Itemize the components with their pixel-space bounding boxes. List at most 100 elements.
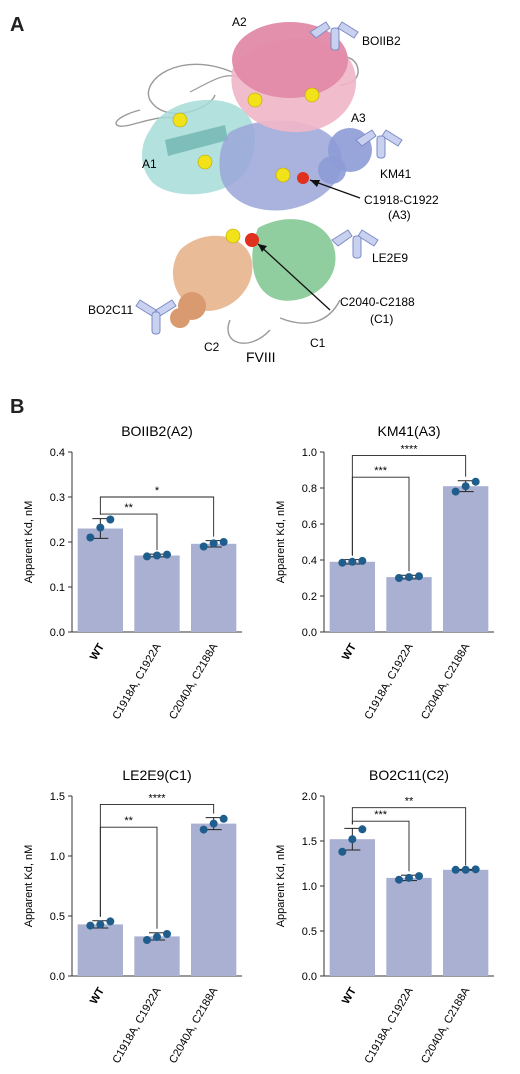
antibody-icon-bo2c11 [135,299,177,335]
y-tick-label: 1.0 [302,447,317,459]
bar [191,543,237,632]
antibody-icon-boiib2 [309,21,359,51]
arrow-c2040-c2188 [257,243,331,311]
antibody-icon-le2e9 [331,229,379,259]
x-tick-label-text: C1918A, C1922A [361,641,416,720]
y-tick-label: 1.5 [302,836,317,848]
x-tick-label-text: C2040A, C2188A [418,985,473,1064]
antibody-label-bo2c11: BO2C11 [88,303,133,317]
y-axis-label: Apparent Kd, nM [23,501,35,584]
x-tick-label-text: WT [340,985,359,1006]
y-tick-label: 0.2 [302,591,317,603]
loop-strand [279,299,341,324]
data-point [338,847,347,856]
chart-title: BO2C11(C2) [369,767,449,783]
y-tick-label: 0.0 [50,627,65,639]
data-point [209,819,218,828]
chart-le2e9: LE2E9(C1) Apparent Kd, nM 0.0 0.5 1.0 1.5 WTA3… [23,767,242,1064]
panel-a-letter: A [10,14,25,36]
y-axis-label: Apparent Kd, nM [275,845,287,928]
data-point [106,917,115,926]
data-point [348,557,357,566]
x-tick-label-text: C2040A, C2188A [166,641,221,720]
chart-boiib2: BOIIB2(A2) Apparent Kd, nM 0.0 0.1 0.2 0.3 0.4… [23,423,242,720]
significance-label: ** [124,502,133,514]
data-point [451,487,460,496]
x-tick-label-text: WT [88,641,107,662]
bar [386,877,432,976]
x-tick-label-text: C1918A, C1922A [361,985,416,1064]
x-tick-label: A3 C1918A, C1922A [354,641,416,720]
data-point [86,533,95,542]
data-point [163,550,171,559]
data-point [163,930,171,938]
significance-bracket [351,455,467,556]
x-tick-label-text: C1918A, C1922A [109,985,164,1064]
x-tick-label: A3 C1918A, C1922A [102,985,164,1064]
y-tick-label: 2.0 [302,791,317,803]
significance-bracket [99,496,215,537]
x-tick-label-text: WT [88,985,107,1006]
domain-c2-spheres [170,308,190,328]
data-point [153,933,161,941]
significance-bracket [99,826,158,929]
data-point [395,875,403,884]
antibody-icon-km41 [355,129,403,159]
y-tick-label: 0.2 [50,537,65,549]
y-tick-label: 0.3 [50,492,65,504]
chart-bo2c11: BO2C11(C2) Apparent Kd, nM 0.0 0.5 1.0 1.5 2.0… [275,767,494,1064]
bar [329,561,375,632]
protein-label: FVIII [246,349,276,365]
y-tick-label: 0.5 [50,911,65,923]
bar [443,869,489,976]
domain-label-a3: A3 [351,111,366,125]
y-tick-label: 0.5 [302,926,317,938]
significance-label: *** [374,809,388,821]
antibody-label-km41: KM41 [380,167,412,181]
x-tick-label: WT [88,985,107,1006]
disulfide-sphere [297,172,309,184]
x-tick-label: WT [340,985,359,1006]
x-tick-label-text: C2040A, C2188A [166,985,221,1064]
significance-bracket [351,807,467,866]
x-tick-label: A3 C1918A, C1922A [354,985,416,1064]
bar [329,839,375,976]
domain-a2-spheres [232,22,348,98]
x-tick-label: C1 C2040A, C2188A [159,985,221,1064]
y-axis-label: Apparent Kd, nM [23,845,35,928]
data-point [96,523,105,532]
domain-a3-ribbon [219,120,342,211]
significance-label: ** [405,796,414,808]
antibody-label-boiib2: BOIIB2 [362,34,401,48]
y-tick-label: 0.1 [50,582,65,594]
disulfide-label-residues: C2040-C2188 [340,295,415,309]
disulfide-label-domain: (A3) [388,208,411,222]
bar [386,577,432,632]
significance-label: **** [148,792,166,804]
data-point [358,825,367,834]
antibody-label-le2e9: LE2E9 [372,251,408,265]
data-point [461,482,470,491]
x-tick-label: WT [340,641,359,662]
y-tick-label: 0.0 [302,627,317,639]
x-tick-label: WT [88,641,107,662]
x-tick-label: C1 C2040A, C2188A [411,985,473,1064]
domain-a3-spheres [318,156,346,184]
significance-bracket [351,476,410,572]
x-tick-label: C1 C2040A, C2188A [411,641,473,720]
data-point [451,865,460,874]
panel-b-letter: B [10,396,25,418]
y-tick-label: 0.8 [302,483,317,495]
bar [134,936,180,976]
y-axis-label: Apparent Kd, nM [275,501,287,584]
domain-a1-sheet [165,125,228,156]
domain-c1-ribbon [252,219,336,301]
data-point [219,814,228,823]
significance-bracket [99,803,215,917]
bar [134,555,180,632]
data-point [199,825,208,834]
significance-label: ** [124,815,133,827]
chart-title: KM41(A3) [377,423,440,439]
significance-label: *** [374,465,388,477]
x-tick-label: C1 C2040A, C2188A [159,641,221,720]
